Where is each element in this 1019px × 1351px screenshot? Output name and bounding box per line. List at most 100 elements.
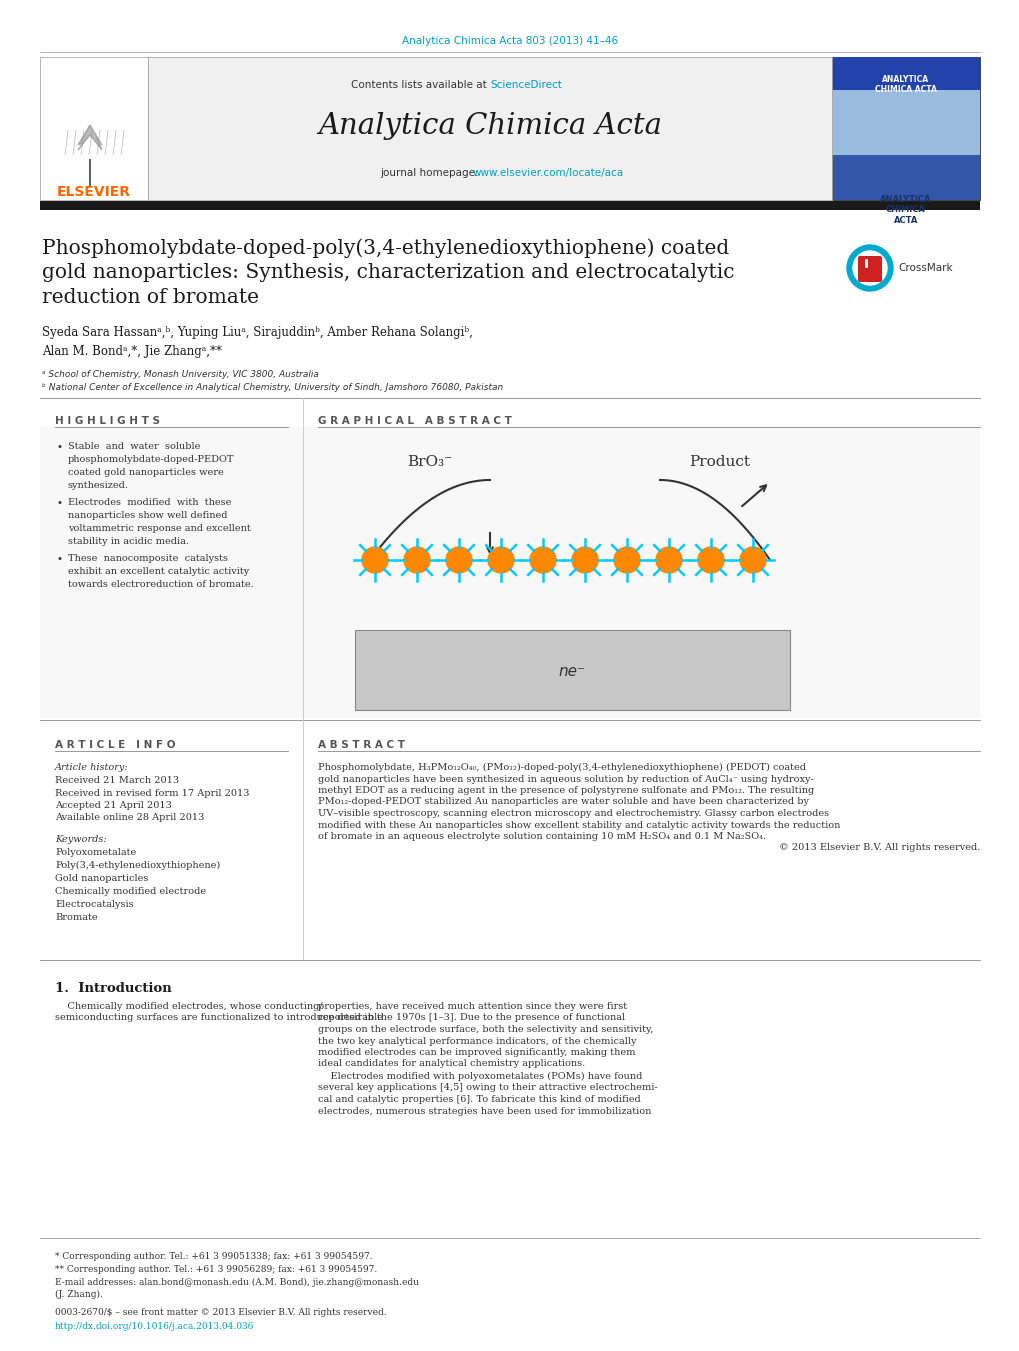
- Text: UV–visible spectroscopy, scanning electron microscopy and electrochemistry. Glas: UV–visible spectroscopy, scanning electr…: [318, 809, 828, 817]
- Text: cal and catalytic properties [6]. To fabricate this kind of modified: cal and catalytic properties [6]. To fab…: [318, 1096, 640, 1104]
- Text: Product: Product: [689, 455, 750, 469]
- Text: gold nanoparticles have been synthesized in aqueous solution by reduction of AuC: gold nanoparticles have been synthesized…: [318, 774, 813, 784]
- Text: Analytica Chimica Acta: Analytica Chimica Acta: [318, 112, 661, 141]
- Text: Received in revised form 17 April 2013: Received in revised form 17 April 2013: [55, 789, 250, 797]
- Text: ne⁻: ne⁻: [558, 665, 585, 680]
- Bar: [832, 91, 979, 155]
- Text: methyl EDOT as a reducing agent in the presence of polystyrene sulfonate and PMo: methyl EDOT as a reducing agent in the p…: [318, 786, 813, 794]
- Text: properties, have received much attention since they were first: properties, have received much attention…: [318, 1002, 627, 1011]
- Text: * Corresponding author. Tel.: +61 3 99051338; fax: +61 3 99054597.: * Corresponding author. Tel.: +61 3 9905…: [55, 1252, 372, 1260]
- Text: Phosphomolybdate, H₃PMo₁₂O₄₀, (PMo₁₂)-doped-poly(3,4-ethylenedioxythiophene) (PE: Phosphomolybdate, H₃PMo₁₂O₄₀, (PMo₁₂)-do…: [318, 763, 805, 773]
- Bar: [308, 427, 979, 717]
- Text: ANALYTICA
CHIMICA ACTA: ANALYTICA CHIMICA ACTA: [874, 76, 936, 95]
- Text: ᵇ National Center of Excellence in Analytical Chemistry, University of Sindh, Ja: ᵇ National Center of Excellence in Analy…: [42, 382, 502, 392]
- Text: nanoparticles show well defined: nanoparticles show well defined: [68, 511, 227, 520]
- Bar: [832, 57, 979, 91]
- Text: •: •: [57, 554, 63, 563]
- Text: CrossMark: CrossMark: [897, 263, 952, 273]
- Text: Accepted 21 April 2013: Accepted 21 April 2013: [55, 801, 172, 811]
- Text: electrodes, numerous strategies have been used for immobilization: electrodes, numerous strategies have bee…: [318, 1106, 651, 1116]
- Text: the two key analytical performance indicators, of the chemically: the two key analytical performance indic…: [318, 1036, 636, 1046]
- Text: 1.  Introduction: 1. Introduction: [55, 982, 171, 994]
- Circle shape: [530, 547, 555, 573]
- Text: Polyoxometalate: Polyoxometalate: [55, 848, 137, 857]
- Text: gold nanoparticles: Synthesis, characterization and electrocatalytic: gold nanoparticles: Synthesis, character…: [42, 263, 734, 282]
- Text: Received 21 March 2013: Received 21 March 2013: [55, 775, 179, 785]
- Text: A R T I C L E   I N F O: A R T I C L E I N F O: [55, 740, 175, 750]
- Text: phosphomolybdate-doped-PEDOT: phosphomolybdate-doped-PEDOT: [68, 455, 234, 463]
- Text: A B S T R A C T: A B S T R A C T: [318, 740, 405, 750]
- Circle shape: [445, 547, 472, 573]
- Text: H I G H L I G H T S: H I G H L I G H T S: [55, 416, 160, 426]
- Circle shape: [404, 547, 430, 573]
- Text: G R A P H I C A L   A B S T R A C T: G R A P H I C A L A B S T R A C T: [318, 416, 512, 426]
- Text: Available online 28 April 2013: Available online 28 April 2013: [55, 813, 204, 823]
- Text: Electrodes  modified  with  these: Electrodes modified with these: [68, 499, 231, 507]
- Text: ELSEVIER: ELSEVIER: [57, 185, 130, 199]
- Text: exhibit an excellent catalytic activity: exhibit an excellent catalytic activity: [68, 567, 249, 576]
- Text: Gold nanoparticles: Gold nanoparticles: [55, 874, 148, 884]
- Circle shape: [487, 547, 514, 573]
- Text: modified electrodes can be improved significantly, making them: modified electrodes can be improved sign…: [318, 1048, 635, 1056]
- Text: modified with these Au nanoparticles show excellent stability and catalytic acti: modified with these Au nanoparticles sho…: [318, 820, 840, 830]
- Text: Chemically modified electrode: Chemically modified electrode: [55, 888, 206, 896]
- Text: ** Corresponding author. Tel.: +61 3 99056289; fax: +61 3 99054597.: ** Corresponding author. Tel.: +61 3 990…: [55, 1265, 377, 1274]
- Text: Stable  and  water  soluble: Stable and water soluble: [68, 442, 200, 451]
- Text: semiconducting surfaces are functionalized to introduce desirable: semiconducting surfaces are functionaliz…: [55, 1013, 382, 1023]
- FancyBboxPatch shape: [857, 255, 881, 282]
- Text: Contents lists available at: Contents lists available at: [351, 80, 489, 91]
- Text: groups on the electrode surface, both the selectivity and sensitivity,: groups on the electrode surface, both th…: [318, 1025, 653, 1034]
- Text: Keywords:: Keywords:: [55, 835, 107, 844]
- Polygon shape: [77, 126, 102, 150]
- Text: stability in acidic media.: stability in acidic media.: [68, 536, 189, 546]
- Circle shape: [655, 547, 682, 573]
- Circle shape: [572, 547, 597, 573]
- Text: BrO₃⁻: BrO₃⁻: [407, 455, 452, 469]
- Text: PMo₁₂-doped-PEDOT stabilized Au nanoparticles are water soluble and have been ch: PMo₁₂-doped-PEDOT stabilized Au nanopart…: [318, 797, 808, 807]
- Text: several key applications [4,5] owing to their attractive electrochemi-: several key applications [4,5] owing to …: [318, 1084, 657, 1093]
- Text: Article history:: Article history:: [55, 763, 128, 771]
- Circle shape: [852, 251, 887, 285]
- Circle shape: [846, 245, 892, 290]
- Bar: [40, 57, 148, 200]
- Text: ᵃ School of Chemistry, Monash University, VIC 3800, Australia: ᵃ School of Chemistry, Monash University…: [42, 370, 319, 380]
- Text: 0003-2670/$ – see front matter © 2013 Elsevier B.V. All rights reserved.: 0003-2670/$ – see front matter © 2013 El…: [55, 1308, 386, 1317]
- Circle shape: [739, 547, 765, 573]
- Text: (J. Zhang).: (J. Zhang).: [55, 1290, 103, 1300]
- Text: ANALYTICA
CHIMICA
ACTA: ANALYTICA CHIMICA ACTA: [879, 195, 930, 224]
- Text: journal homepage:: journal homepage:: [380, 168, 481, 178]
- Text: Chemically modified electrodes, whose conducting/: Chemically modified electrodes, whose co…: [55, 1002, 322, 1011]
- Text: Electrodes modified with polyoxometalates (POMs) have found: Electrodes modified with polyoxometalate…: [318, 1071, 642, 1081]
- Text: coated gold nanoparticles were: coated gold nanoparticles were: [68, 467, 223, 477]
- Text: reported in the 1970s [1–3]. Due to the presence of functional: reported in the 1970s [1–3]. Due to the …: [318, 1013, 625, 1023]
- Text: Alan M. Bondᵃ,*, Jie Zhangᵃ,**: Alan M. Bondᵃ,*, Jie Zhangᵃ,**: [42, 345, 222, 358]
- Text: ideal candidates for analytical chemistry applications.: ideal candidates for analytical chemistr…: [318, 1059, 585, 1069]
- Circle shape: [697, 547, 723, 573]
- Text: Phosphomolybdate-doped-poly(3,4-ethylenedioxythiophene) coated: Phosphomolybdate-doped-poly(3,4-ethylene…: [42, 238, 729, 258]
- Text: •: •: [57, 499, 63, 508]
- Text: of bromate in an aqueous electrolyte solution containing 10 mM H₂SO₄ and 0.1 M N: of bromate in an aqueous electrolyte sol…: [318, 832, 765, 842]
- Text: Analytica Chimica Acta 803 (2013) 41–46: Analytica Chimica Acta 803 (2013) 41–46: [401, 36, 618, 46]
- Text: These  nanocomposite  catalysts: These nanocomposite catalysts: [68, 554, 228, 563]
- Text: voltammetric response and excellent: voltammetric response and excellent: [68, 524, 251, 534]
- Bar: [40, 201, 979, 209]
- Circle shape: [613, 547, 639, 573]
- Text: © 2013 Elsevier B.V. All rights reserved.: © 2013 Elsevier B.V. All rights reserved…: [777, 843, 979, 852]
- Text: Poly(3,4-ethylenedioxythiophene): Poly(3,4-ethylenedioxythiophene): [55, 861, 220, 870]
- Bar: [148, 57, 832, 200]
- Text: ScienceDirect: ScienceDirect: [489, 80, 561, 91]
- Text: •: •: [57, 442, 63, 453]
- FancyBboxPatch shape: [355, 630, 790, 711]
- Circle shape: [362, 547, 387, 573]
- Text: Electrocatalysis: Electrocatalysis: [55, 900, 133, 909]
- Text: E-mail addresses: alan.bond@monash.edu (A.M. Bond), jie.zhang@monash.edu: E-mail addresses: alan.bond@monash.edu (…: [55, 1278, 419, 1288]
- Bar: [832, 57, 979, 200]
- Text: www.elsevier.com/locate/aca: www.elsevier.com/locate/aca: [473, 168, 624, 178]
- Text: Syeda Sara Hassanᵃ,ᵇ, Yuping Liuᵃ, Sirajuddinᵇ, Amber Rehana Solangiᵇ,: Syeda Sara Hassanᵃ,ᵇ, Yuping Liuᵃ, Siraj…: [42, 326, 473, 339]
- Bar: [40, 427, 308, 717]
- Text: synthesized.: synthesized.: [68, 481, 128, 490]
- Text: reduction of bromate: reduction of bromate: [42, 288, 259, 307]
- Text: towards electroreduction of bromate.: towards electroreduction of bromate.: [68, 580, 254, 589]
- Text: http://dx.doi.org/10.1016/j.aca.2013.04.036: http://dx.doi.org/10.1016/j.aca.2013.04.…: [55, 1323, 254, 1331]
- Text: Bromate: Bromate: [55, 913, 98, 921]
